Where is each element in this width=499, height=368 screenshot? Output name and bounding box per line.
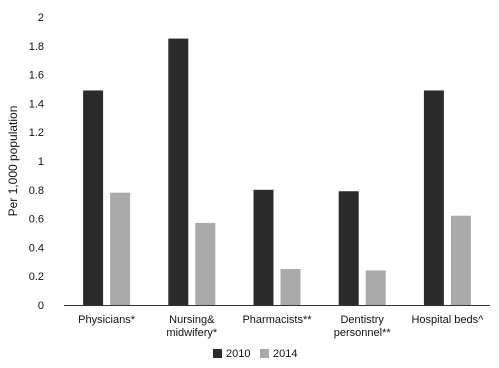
bars bbox=[83, 38, 471, 305]
legend-swatch-2014 bbox=[260, 349, 269, 358]
x-axis: Physicians* Nursing&midwifery* Pharmacists… bbox=[64, 305, 490, 339]
bar-2010-2 bbox=[253, 189, 274, 305]
bar-2014-2 bbox=[280, 269, 301, 305]
y-tick-label: 1.8 bbox=[29, 41, 44, 53]
bar-2014-1 bbox=[195, 222, 216, 305]
y-tick-label: 0.4 bbox=[29, 242, 44, 254]
legend: 2010 2014 bbox=[213, 348, 297, 360]
legend-label: 2010 bbox=[226, 348, 250, 360]
legend-label: 2014 bbox=[273, 348, 297, 360]
y-axis-label: Per 1,000 population bbox=[6, 106, 20, 217]
x-tick-label: Hospital beds^ bbox=[411, 314, 484, 326]
x-tick-label: midwifery* bbox=[166, 327, 217, 339]
x-tick-label: personnel** bbox=[334, 327, 392, 339]
y-tick-label: 0.2 bbox=[29, 271, 44, 283]
y-tick-label: 1.4 bbox=[29, 98, 44, 110]
y-tick-label: 1.6 bbox=[29, 70, 44, 82]
bar-2010-3 bbox=[338, 191, 359, 305]
y-tick-label: 2 bbox=[38, 12, 44, 24]
y-tick-label: 0.8 bbox=[29, 185, 44, 197]
bar-2010-4 bbox=[423, 90, 444, 305]
bar-2014-0 bbox=[110, 192, 131, 305]
y-tick-label: 1 bbox=[38, 156, 44, 168]
y-tick-label: 0.6 bbox=[29, 214, 44, 226]
y-axis: 0 0.2 0.4 0.6 0.8 1 1.2 1.4 1.6 1.8 2 bbox=[29, 12, 44, 312]
bar-2010-1 bbox=[168, 38, 189, 305]
bar-2014-3 bbox=[365, 270, 386, 305]
bar-2014-4 bbox=[450, 215, 471, 305]
y-tick-label: 0 bbox=[38, 300, 44, 312]
legend-swatch-2010 bbox=[213, 349, 222, 358]
y-tick-label: 1.2 bbox=[29, 127, 44, 139]
bar-2010-0 bbox=[83, 90, 104, 305]
x-tick-label: Dentistry bbox=[340, 314, 384, 326]
x-tick-label: Pharmacists** bbox=[242, 314, 312, 326]
x-tick-label: Physicians* bbox=[78, 314, 136, 326]
x-tick-label: Nursing& bbox=[169, 314, 215, 326]
